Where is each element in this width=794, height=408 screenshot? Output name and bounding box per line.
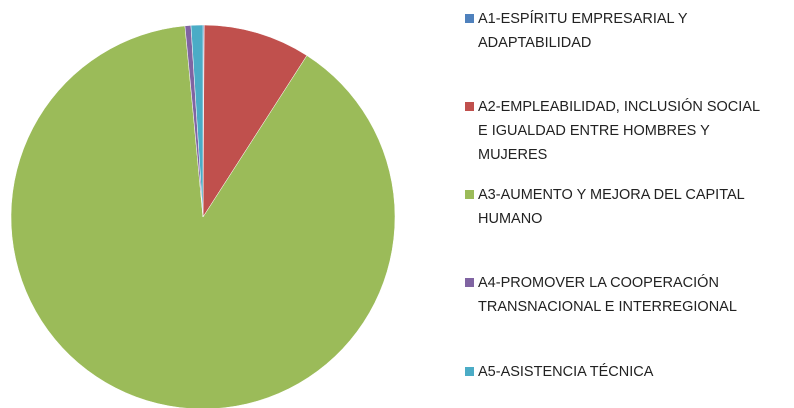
- legend-item: A5-ASISTENCIA TÉCNICA: [465, 360, 765, 384]
- legend-label: A5-ASISTENCIA TÉCNICA: [478, 364, 654, 380]
- legend-item: A3-AUMENTO Y MEJORA DEL CAPITAL HUMANO: [465, 183, 765, 231]
- legend-item: A1-ESPÍRITU EMPRESARIAL Y ADAPTABILIDAD: [465, 7, 765, 55]
- legend-label: A2-EMPLEABILIDAD, INCLUSIÓN SOCIAL E IGU…: [478, 99, 760, 163]
- legend-item: A4-PROMOVER LA COOPERACIÓN TRANSNACIONAL…: [465, 271, 765, 319]
- legend-item: A2-EMPLEABILIDAD, INCLUSIÓN SOCIAL E IGU…: [465, 95, 765, 167]
- legend-swatch: [465, 278, 474, 287]
- legend-label: A3-AUMENTO Y MEJORA DEL CAPITAL HUMANO: [478, 187, 745, 227]
- legend-label: A4-PROMOVER LA COOPERACIÓN TRANSNACIONAL…: [478, 275, 737, 315]
- pie-slice: [190, 24, 204, 218]
- legend-swatch: [465, 367, 474, 376]
- legend-swatch: [465, 14, 474, 23]
- pie-slice: [202, 24, 308, 218]
- legend-swatch: [465, 102, 474, 111]
- pie-slice: [10, 25, 396, 408]
- legend-label: A1-ESPÍRITU EMPRESARIAL Y ADAPTABILIDAD: [478, 11, 688, 51]
- legend-swatch: [465, 190, 474, 199]
